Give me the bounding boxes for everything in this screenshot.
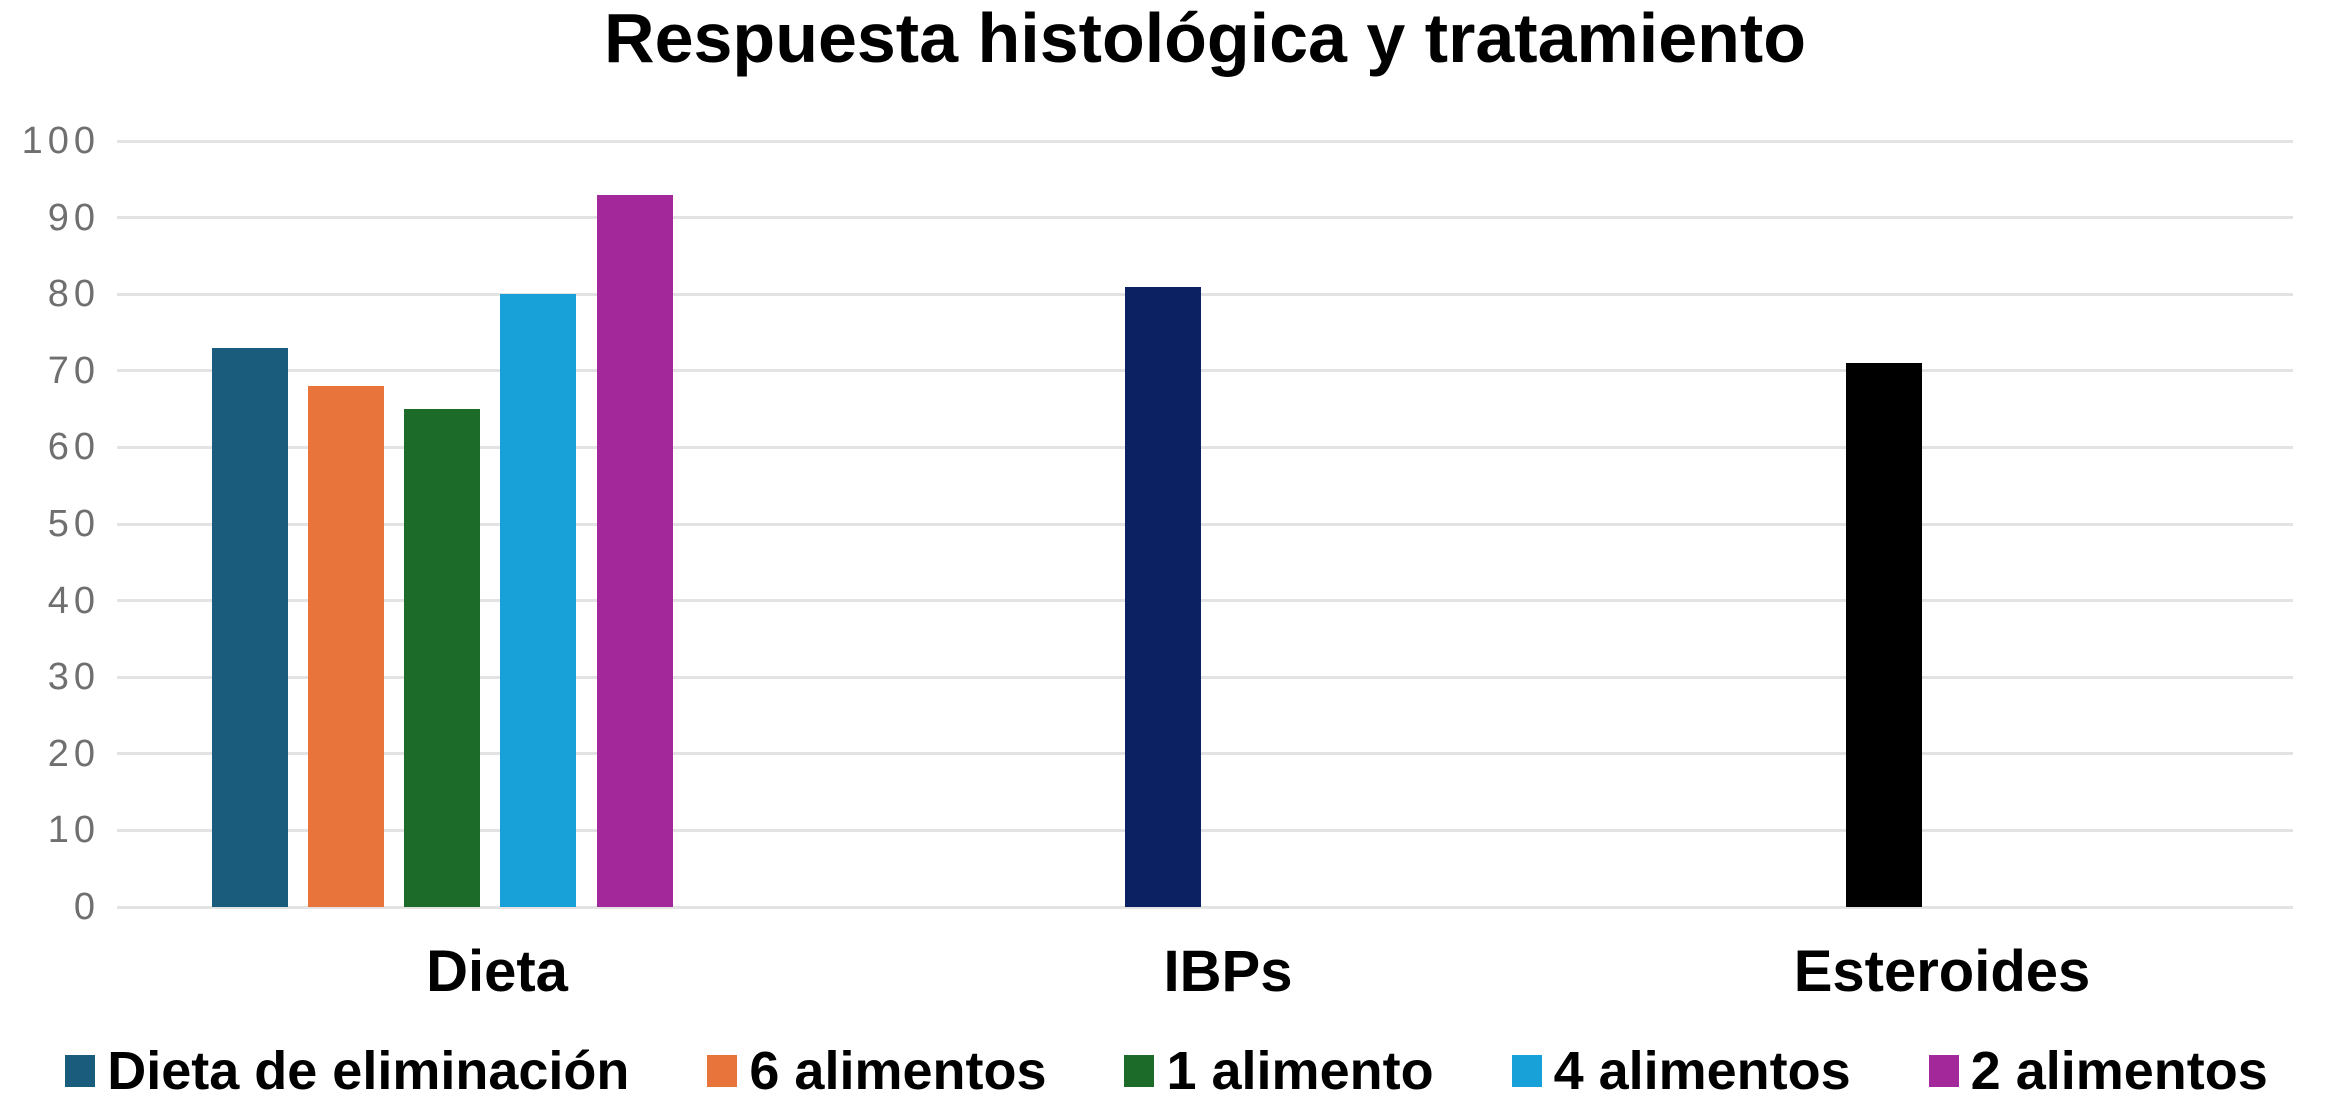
chart-title: Respuesta histológica y tratamiento	[604, 0, 1806, 77]
plot-area	[117, 139, 2293, 909]
legend-item-6-alimentos: 6 alimentos	[707, 1044, 1046, 1098]
y-tick-label-30: 30	[47, 656, 100, 699]
y-axis: 0 10 20 30 40 50 60 70 80 90 100	[0, 122, 100, 926]
legend-swatch-icon	[1928, 1055, 1959, 1087]
y-tick-label-0: 0	[73, 886, 100, 928]
y-tick-label-40: 40	[47, 579, 100, 622]
bar-6-alimentos	[308, 386, 384, 907]
legend-item-1-alimento: 1 alimento	[1124, 1041, 1434, 1101]
legend-label: 4 alimentos	[1553, 1041, 1851, 1101]
gridline-50	[117, 522, 2293, 526]
legend-item-4-alimentos: 4 alimentos	[1511, 1041, 1851, 1101]
x-label-dieta: Dieta	[426, 939, 568, 1004]
x-label-esteroides: Esteroides	[1793, 939, 2091, 1004]
y-tick-label-20: 20	[47, 732, 100, 775]
legend-item-dieta-de-eliminaci-n: Dieta de eliminación	[65, 1044, 629, 1098]
legend-swatch-icon	[65, 1055, 96, 1087]
legend: Dieta de eliminación 6 alimentos 1 aliment…	[0, 1044, 2333, 1098]
gridline-30	[117, 675, 2293, 679]
y-tick-label-10: 10	[47, 809, 100, 852]
y-tick-label-80: 80	[47, 273, 100, 316]
gridline-10	[117, 828, 2293, 832]
gridline-20	[117, 752, 2293, 756]
gridline-0	[117, 905, 2293, 909]
bar-2-alimentos	[597, 194, 673, 907]
bar-dieta-de-eliminaci-n	[212, 347, 288, 907]
legend-swatch-icon	[1511, 1055, 1542, 1087]
y-tick-label-70: 70	[47, 349, 100, 392]
bar-ibps	[1125, 286, 1201, 907]
gridline-90	[117, 216, 2293, 220]
gridline-100	[117, 139, 2293, 143]
legend-swatch-icon	[707, 1055, 738, 1087]
bar-4-alimentos	[500, 294, 576, 907]
legend-swatch-icon	[1124, 1055, 1155, 1087]
y-tick-label-60: 60	[47, 426, 100, 469]
gridline-70	[117, 369, 2293, 373]
y-tick-label-100: 100	[21, 120, 100, 162]
legend-label: Dieta de eliminación	[107, 1041, 630, 1101]
y-tick-label-50: 50	[47, 503, 100, 545]
y-tick-label-90: 90	[47, 196, 100, 239]
legend-item-2-alimentos: 2 alimentos	[1928, 1041, 2268, 1101]
gridline-40	[117, 599, 2293, 603]
x-label-ibps: IBPs	[1163, 939, 1293, 1004]
legend-label: 2 alimentos	[1970, 1041, 2268, 1101]
bar-1-alimento	[404, 409, 480, 907]
gridline-80	[117, 292, 2293, 296]
legend-label: 6 alimentos	[749, 1041, 1047, 1101]
bar-esteroides	[1846, 363, 1922, 907]
x-axis: Dieta IBPs Esteroides	[0, 940, 2333, 1020]
gridline-60	[117, 445, 2293, 449]
legend-label: 1 alimento	[1166, 1041, 1434, 1101]
